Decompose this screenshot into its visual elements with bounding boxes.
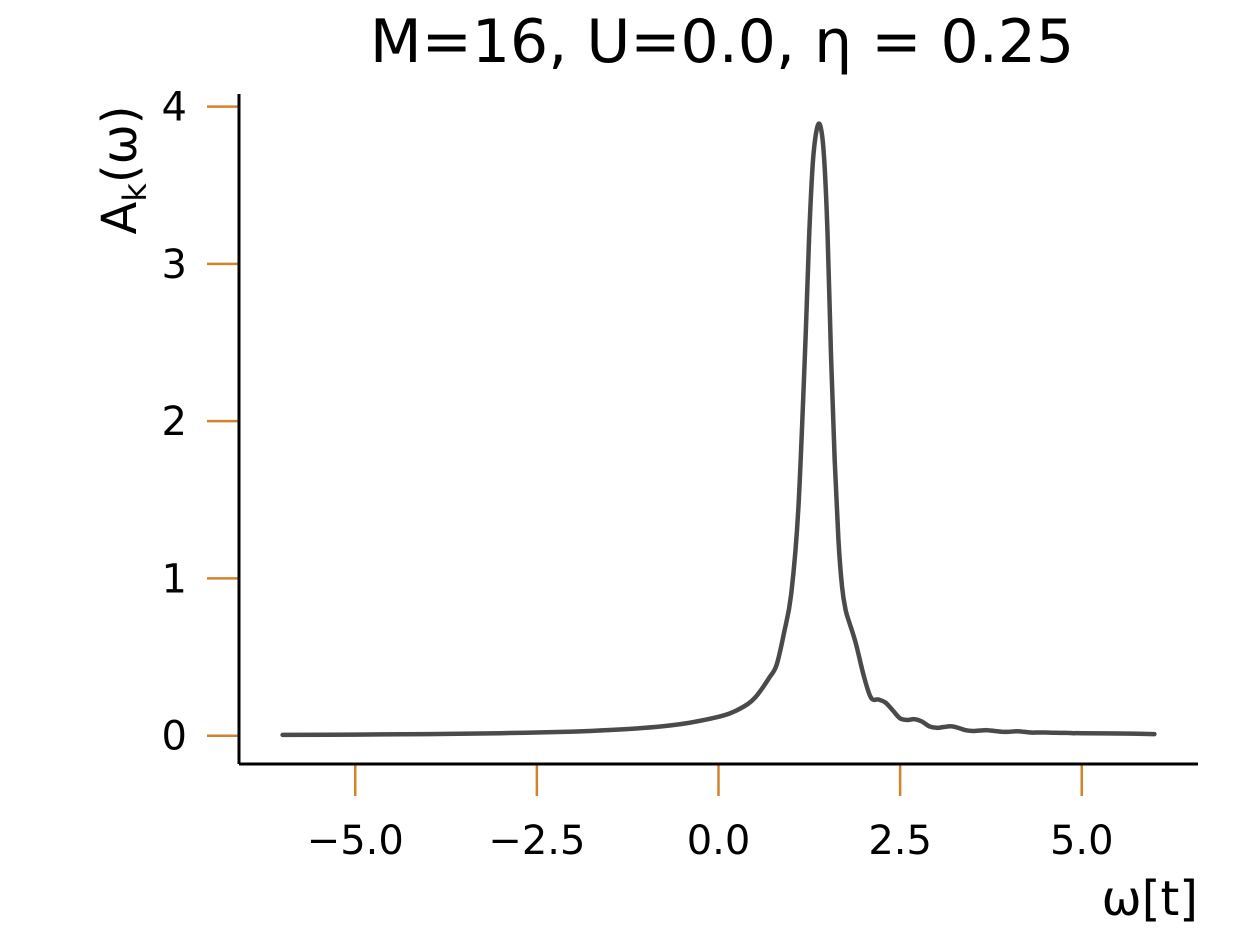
chart-title: M=16, U=0.0, η = 0.25 <box>370 7 1074 77</box>
x-axis-label: ω[t] <box>1102 871 1198 927</box>
x-axis-ticks: −5.0 −2.5 0.0 2.5 5.0 <box>307 764 1114 864</box>
y-tick-label: 4 <box>162 85 187 131</box>
y-axis-label: Ak(ω) <box>92 105 154 234</box>
y-axis-ticks: 0 1 2 3 4 <box>162 85 239 760</box>
y-tick-label: 1 <box>162 556 187 602</box>
y-axis-label-suffix: (ω) <box>92 105 148 183</box>
x-tick-label: 0.0 <box>687 818 751 864</box>
x-tick-label: −5.0 <box>307 818 404 864</box>
series-line <box>280 121 1157 738</box>
x-tick-label: −2.5 <box>488 818 585 864</box>
y-axis-label-subscript: k <box>116 183 154 202</box>
y-tick-label: 0 <box>162 714 187 760</box>
x-tick-label: 5.0 <box>1050 818 1114 864</box>
y-axis-label-main: A <box>92 202 148 235</box>
y-tick-label: 3 <box>162 242 187 288</box>
y-tick-label: 2 <box>162 399 187 445</box>
x-tick-label: 2.5 <box>868 818 932 864</box>
